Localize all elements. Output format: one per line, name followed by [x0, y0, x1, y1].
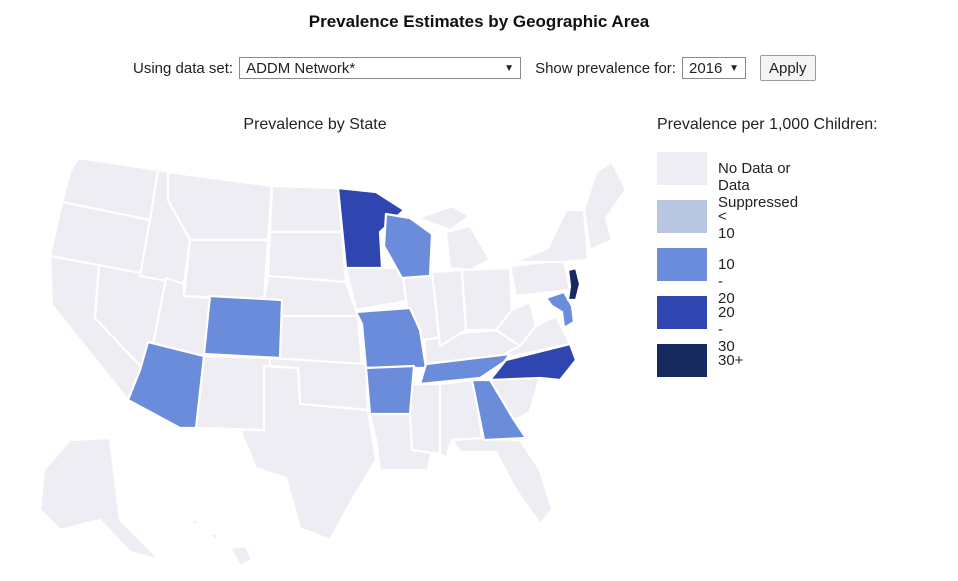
year-select-value: 2016	[688, 59, 723, 77]
state-wyoming[interactable]	[182, 238, 270, 302]
state-west-virginia[interactable]	[494, 300, 538, 348]
state-north-dakota[interactable]	[268, 184, 344, 234]
legend-label: 30+	[718, 352, 744, 369]
legend-label: 20 - 30	[718, 304, 735, 355]
legend-title: Prevalence per 1,000 Children:	[657, 116, 878, 133]
state-maryland[interactable]	[544, 290, 576, 330]
state-wisconsin[interactable]	[382, 212, 434, 280]
dropdown-arrow-icon: ▼	[729, 62, 739, 74]
legend-label: < 10	[718, 208, 735, 242]
state-arizona[interactable]	[126, 340, 206, 430]
state-mississippi[interactable]	[408, 382, 442, 456]
state-montana[interactable]	[166, 170, 274, 242]
state-north-carolina[interactable]	[488, 342, 578, 382]
dataset-select[interactable]: ADDM Network* ▼	[239, 57, 522, 79]
state-tennessee[interactable]	[418, 352, 512, 386]
state-pennsylvania[interactable]	[508, 258, 572, 298]
legend-swatch	[657, 248, 707, 281]
page-title: Prevalence Estimates by Geographic Area	[308, 12, 650, 31]
state-new-jersey[interactable]	[566, 266, 582, 302]
state-new-england[interactable]	[582, 160, 628, 252]
state-kansas[interactable]	[276, 314, 364, 366]
legend-swatch	[657, 200, 707, 233]
legend-swatch	[657, 152, 707, 185]
legend-swatch	[657, 296, 707, 329]
legend-label: 10 - 20	[718, 256, 735, 307]
filter-controls: Using data set: ADDM Network* ▼ Show pre…	[133, 55, 816, 81]
state-michigan[interactable]	[416, 204, 492, 272]
state-florida[interactable]	[450, 436, 554, 526]
dataset-select-value: ADDM Network*	[246, 59, 356, 77]
apply-button[interactable]: Apply	[759, 55, 816, 81]
state-colorado[interactable]	[202, 294, 284, 360]
state-minnesota[interactable]	[336, 186, 406, 270]
state-hawaii[interactable]	[188, 518, 254, 568]
dataset-label: Using data set:	[133, 59, 234, 77]
legend-swatch	[657, 344, 707, 377]
state-arkansas[interactable]	[364, 364, 416, 416]
legend-label: No Data or Data Suppressed	[718, 160, 799, 211]
state-alaska[interactable]	[38, 436, 162, 562]
year-select[interactable]: 2016 ▼	[681, 57, 746, 79]
state-georgia[interactable]	[470, 378, 528, 442]
state-texas[interactable]	[238, 364, 378, 542]
map-title: Prevalence by State	[243, 116, 387, 133]
year-label: Show prevalence for:	[535, 59, 676, 77]
state-new-york[interactable]	[512, 208, 590, 264]
state-south-dakota[interactable]	[266, 230, 348, 284]
dropdown-arrow-icon: ▼	[504, 62, 515, 74]
state-new-mexico[interactable]	[194, 354, 272, 432]
